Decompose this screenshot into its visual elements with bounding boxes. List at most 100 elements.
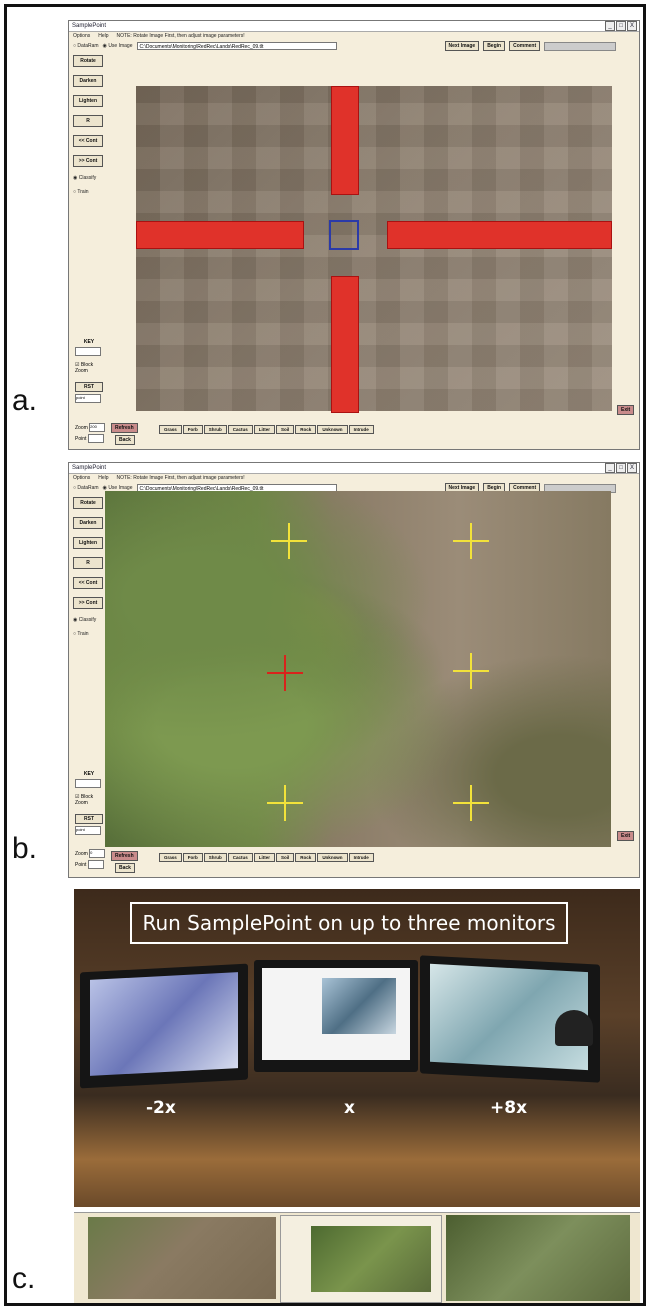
category-forb-button[interactable]: Forb	[182, 425, 203, 434]
title-bar: SamplePoint _ □ X	[69, 21, 639, 32]
zoom-input[interactable]: 0	[89, 849, 106, 858]
banner-text: Run SamplePoint on up to three monitors	[130, 902, 568, 944]
radio-train-label: Train	[77, 189, 89, 195]
left-monitor	[80, 963, 248, 1089]
rst-button[interactable]: RST	[75, 814, 103, 824]
comment-field[interactable]	[544, 41, 617, 51]
menu-note: NOTE: Rotate Image First, then adjust im…	[116, 475, 245, 481]
category-cactus-button[interactable]: Cactus	[227, 425, 253, 434]
zoomed-pixel-image[interactable]	[136, 86, 612, 413]
zoom-label: Zoom	[75, 424, 88, 431]
category-rock-button[interactable]: Rock	[295, 853, 317, 862]
radio-train[interactable]: ○ Train	[73, 631, 89, 637]
maximize-icon[interactable]: □	[616, 463, 626, 473]
refresh-button[interactable]: Refresh	[111, 851, 138, 861]
refresh-button[interactable]: Refresh	[111, 423, 138, 433]
rotate-button[interactable]: Rotate	[73, 497, 103, 509]
crosshair-left-bar	[136, 221, 304, 249]
toolbar: ○ DataRam ◉ Use Image C:\Documents\Monit…	[69, 40, 639, 52]
category-rock-button[interactable]: Rock	[295, 425, 317, 434]
radio-classify[interactable]: ◉ Classify	[73, 617, 97, 623]
category-unknown-button[interactable]: Unknown	[317, 425, 348, 434]
back-button[interactable]: Back	[115, 863, 135, 873]
category-soil-button[interactable]: Soil	[276, 425, 295, 434]
point-label: Point	[75, 861, 87, 868]
key-input[interactable]	[75, 779, 101, 788]
window-title: SamplePoint	[72, 465, 107, 471]
radio-classify-label: Classify	[78, 617, 97, 623]
zoom-input[interactable]: 200	[89, 423, 106, 432]
menu-help[interactable]: Help	[98, 33, 109, 39]
title-bar: SamplePoint _ □ X	[69, 463, 639, 474]
point-label: Point	[75, 435, 87, 442]
rotate-button[interactable]: Rotate	[73, 55, 103, 67]
zoom-label: Zoom	[75, 850, 88, 857]
point-value-input[interactable]	[87, 860, 104, 869]
radio-train[interactable]: ○ Train	[73, 189, 89, 195]
more-contrast-button[interactable]: >> Cont	[73, 597, 103, 609]
point-input[interactable]: point	[75, 394, 101, 403]
r-button[interactable]: R	[73, 115, 103, 127]
minimize-icon[interactable]: _	[605, 21, 615, 31]
lighten-button[interactable]: Lighten	[73, 537, 103, 549]
category-shrub-button[interactable]: Shrub	[203, 425, 227, 434]
block-zoom-checkbox[interactable]: ☑ Block Zoom	[75, 362, 94, 374]
category-soil-button[interactable]: Soil	[276, 853, 295, 862]
minimize-icon[interactable]: _	[605, 463, 615, 473]
block-zoom-checkbox[interactable]: ☑ Block Zoom	[75, 794, 94, 806]
more-contrast-button[interactable]: >> Cont	[73, 155, 103, 167]
category-grass-button[interactable]: Grass	[159, 425, 182, 434]
menu-bar: Options Help NOTE: Rotate Image First, t…	[69, 32, 639, 40]
begin-button[interactable]: Begin	[483, 41, 506, 51]
category-bar: Grass Forb Shrub Cactus Litter Soil Rock…	[159, 425, 374, 434]
key-input[interactable]	[75, 347, 101, 356]
close-icon[interactable]: X	[627, 21, 637, 31]
exit-button[interactable]: Exit	[617, 405, 635, 415]
window-title: SamplePoint	[72, 23, 107, 29]
category-intrude-button[interactable]: Intrude	[348, 425, 374, 434]
category-grass-button[interactable]: Grass	[159, 853, 182, 862]
point-input[interactable]: point	[75, 826, 101, 835]
category-intrude-button[interactable]: Intrude	[348, 853, 374, 862]
menu-options[interactable]: Options	[73, 33, 91, 39]
darken-button[interactable]: Darken	[73, 517, 103, 529]
next-image-button[interactable]: Next Image	[444, 41, 480, 51]
category-forb-button[interactable]: Forb	[182, 853, 203, 862]
left-monitor-screen	[90, 972, 238, 1076]
panel-label-b: b.	[12, 832, 38, 865]
darken-button[interactable]: Darken	[73, 75, 103, 87]
category-litter-button[interactable]: Litter	[253, 425, 276, 434]
category-unknown-button[interactable]: Unknown	[317, 853, 348, 862]
point-value-input[interactable]	[87, 434, 104, 443]
exit-button[interactable]: Exit	[617, 831, 635, 841]
radio-use-image[interactable]: ◉ Use Image	[102, 485, 133, 491]
radio-dataram[interactable]: ○ DataRam	[73, 485, 99, 491]
maximize-icon[interactable]: □	[616, 21, 626, 31]
radio-classify[interactable]: ◉ Classify	[73, 175, 97, 181]
less-contrast-button[interactable]: << Cont	[73, 135, 103, 147]
close-icon[interactable]: X	[627, 463, 637, 473]
back-button[interactable]: Back	[115, 435, 135, 445]
vegetation-photo[interactable]	[105, 491, 611, 847]
path-input[interactable]: C:\Documents\Monitoring\RedRec\Lands\Red…	[136, 42, 337, 50]
crosshair-right-bar	[387, 221, 612, 249]
comment-button[interactable]: Comment	[509, 41, 541, 51]
category-shrub-button[interactable]: Shrub	[203, 853, 227, 862]
center-monitor-label: x	[344, 1098, 355, 1118]
center-monitor-image	[322, 978, 396, 1034]
less-contrast-button[interactable]: << Cont	[73, 577, 103, 589]
category-cactus-button[interactable]: Cactus	[227, 853, 253, 862]
sample-point-marker	[453, 653, 489, 689]
menu-options[interactable]: Options	[73, 475, 91, 481]
menu-help[interactable]: Help	[98, 475, 109, 481]
rst-button[interactable]: RST	[75, 382, 103, 392]
r-button[interactable]: R	[73, 557, 103, 569]
crosshair-bottom-bar	[331, 276, 359, 413]
center-monitor-screen	[262, 968, 410, 1060]
right-screen-view	[446, 1215, 630, 1301]
radio-use-image[interactable]: ◉ Use Image	[102, 43, 133, 49]
lighten-button[interactable]: Lighten	[73, 95, 103, 107]
zoom-controls: Zoom 0 Point	[75, 849, 106, 869]
category-litter-button[interactable]: Litter	[253, 853, 276, 862]
radio-dataram[interactable]: ○ DataRam	[73, 43, 99, 49]
